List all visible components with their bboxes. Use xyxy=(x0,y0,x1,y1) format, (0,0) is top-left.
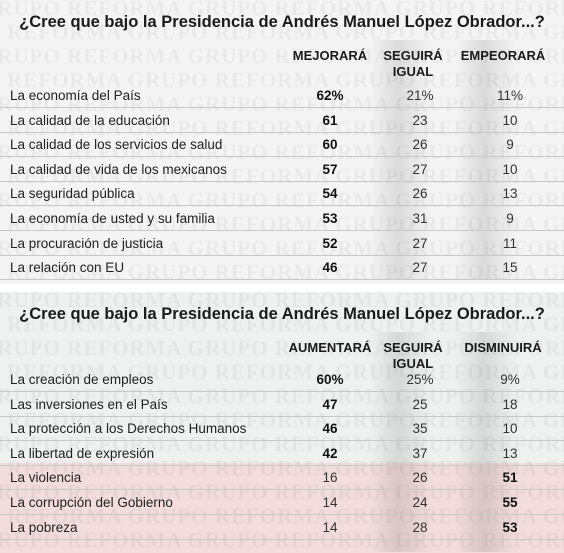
cell-value: 13 xyxy=(502,445,518,461)
cell-value: 9 xyxy=(506,211,514,226)
column-shade xyxy=(370,40,432,280)
table-row: La protección a los Derechos Humanos 46 35… xyxy=(0,417,564,442)
cell-value: 62% xyxy=(316,88,344,103)
row-label: La calidad de la educación xyxy=(10,112,170,128)
row-label: La violencia xyxy=(10,470,82,486)
cell-value: 27 xyxy=(412,260,428,276)
column-shade xyxy=(370,332,432,552)
row-label: La economía de usted y su familia xyxy=(10,211,215,226)
column-header: AUMENTARÁ xyxy=(288,340,372,355)
cell-value: 10 xyxy=(502,161,518,177)
cell-value: 13 xyxy=(502,186,518,202)
cell-value: 53 xyxy=(502,519,518,535)
cell-value: 18 xyxy=(502,396,518,412)
row-label: La protección a los Derechos Humanos xyxy=(10,421,247,437)
cell-value: 26 xyxy=(412,137,428,153)
cell-value: 61 xyxy=(322,112,338,128)
cell-value: 60% xyxy=(316,372,344,387)
table-row: La corrupción del Gobierno 14 24 55 xyxy=(0,491,564,515)
cell-value: 53 xyxy=(322,211,338,226)
table-row: Las inversiones en el País 47 25 18 xyxy=(0,393,564,417)
cell-value: 25% xyxy=(406,372,434,387)
table-row: La economía del País 62% 21% 11% xyxy=(0,84,564,108)
column-shade xyxy=(455,332,517,552)
row-label: La pobreza xyxy=(10,519,78,535)
table-title: ¿Cree que bajo la Presidencia de Andrés … xyxy=(19,13,545,31)
table-row: La economía de usted y su familia 53 31 9 xyxy=(0,207,564,231)
column-header: SEGUIRÁ IGUAL xyxy=(383,48,443,79)
cell-value: 25 xyxy=(412,396,428,412)
column-shade xyxy=(455,40,517,280)
cell-value: 26 xyxy=(412,470,428,486)
cell-value: 37 xyxy=(412,445,428,461)
cell-value: 21% xyxy=(406,88,434,103)
table-row: La pobreza 14 28 53 xyxy=(0,516,564,540)
column-header: EMPEORARÁ xyxy=(460,48,546,63)
cell-value: 42 xyxy=(322,445,338,461)
table-row: La relación con EU 46 27 15 xyxy=(0,256,564,281)
cell-value: 14 xyxy=(322,519,338,535)
cell-value: 57 xyxy=(322,161,338,177)
row-label: La creación de empleos xyxy=(10,372,154,387)
cell-value: 27 xyxy=(412,161,428,177)
column-header: MEJORARÁ xyxy=(292,48,368,63)
table-title: ¿Cree que bajo la Presidencia de Andrés … xyxy=(19,305,545,323)
table-row: La calidad de la educación 61 23 10 xyxy=(0,109,564,133)
table-row: La creación de empleos 60% 25% 9% xyxy=(0,368,564,392)
row-label: Las inversiones en el País xyxy=(10,396,168,412)
row-label: La seguridad pública xyxy=(10,186,135,202)
cell-value: 46 xyxy=(322,421,338,437)
row-label: La economía del País xyxy=(10,88,141,103)
cell-value: 51 xyxy=(502,470,518,486)
table-row: La calidad de vida de los mexicanos 57 27 1… xyxy=(0,158,564,182)
cell-value: 60 xyxy=(322,137,338,153)
cell-value: 55 xyxy=(502,495,518,510)
cell-value: 9 xyxy=(506,137,514,153)
cell-value: 46 xyxy=(322,260,338,276)
table-row: La procuración de justicia 52 27 11 xyxy=(0,232,564,256)
row-label: La calidad de vida de los mexicanos xyxy=(10,161,227,177)
cell-value: 14 xyxy=(322,495,338,510)
row-label: La corrupción del Gobierno xyxy=(10,495,173,510)
negative-rows-band xyxy=(0,463,564,553)
cell-value: 27 xyxy=(412,235,428,251)
cell-value: 23 xyxy=(412,112,428,128)
cell-value: 24 xyxy=(412,495,428,510)
cell-value: 31 xyxy=(412,211,428,226)
row-label: La calidad de los servicios de salud xyxy=(10,137,223,153)
cell-value: 28 xyxy=(412,519,428,535)
cell-value: 11% xyxy=(496,88,524,103)
cell-value: 54 xyxy=(322,186,338,202)
column-header: SEGUIRÁ IGUAL xyxy=(383,340,443,371)
cell-value: 47 xyxy=(322,396,338,412)
cell-value: 10 xyxy=(502,112,518,128)
row-label: La libertad de expresión xyxy=(10,445,155,461)
cell-value: 35 xyxy=(412,421,428,437)
column-header: DISMINUIRÁ xyxy=(464,340,542,355)
table-row: La calidad de los servicios de salud 60 26… xyxy=(0,133,564,158)
cell-value: 9% xyxy=(500,372,520,387)
table-row: La libertad de expresión 42 37 13 xyxy=(0,442,564,466)
cell-value: 10 xyxy=(502,421,518,437)
table-row: La seguridad pública 54 26 13 xyxy=(0,182,564,207)
table-row: La violencia 16 26 51 xyxy=(0,466,564,491)
row-label: La relación con EU xyxy=(10,260,125,276)
row-label: La procuración de justicia xyxy=(10,235,164,251)
cell-value: 26 xyxy=(412,186,428,202)
cell-value: 52 xyxy=(322,235,338,251)
cell-value: 15 xyxy=(502,260,518,276)
bottom-table-panel: GRUPO REFORMA GRUPO REFORMA GRUPO REFORM… xyxy=(0,292,564,553)
top-table-panel: GRUPO REFORMA GRUPO REFORMA GRUPO REFORM… xyxy=(0,0,564,284)
cell-value: 16 xyxy=(322,470,338,486)
cell-value: 11 xyxy=(502,235,517,251)
